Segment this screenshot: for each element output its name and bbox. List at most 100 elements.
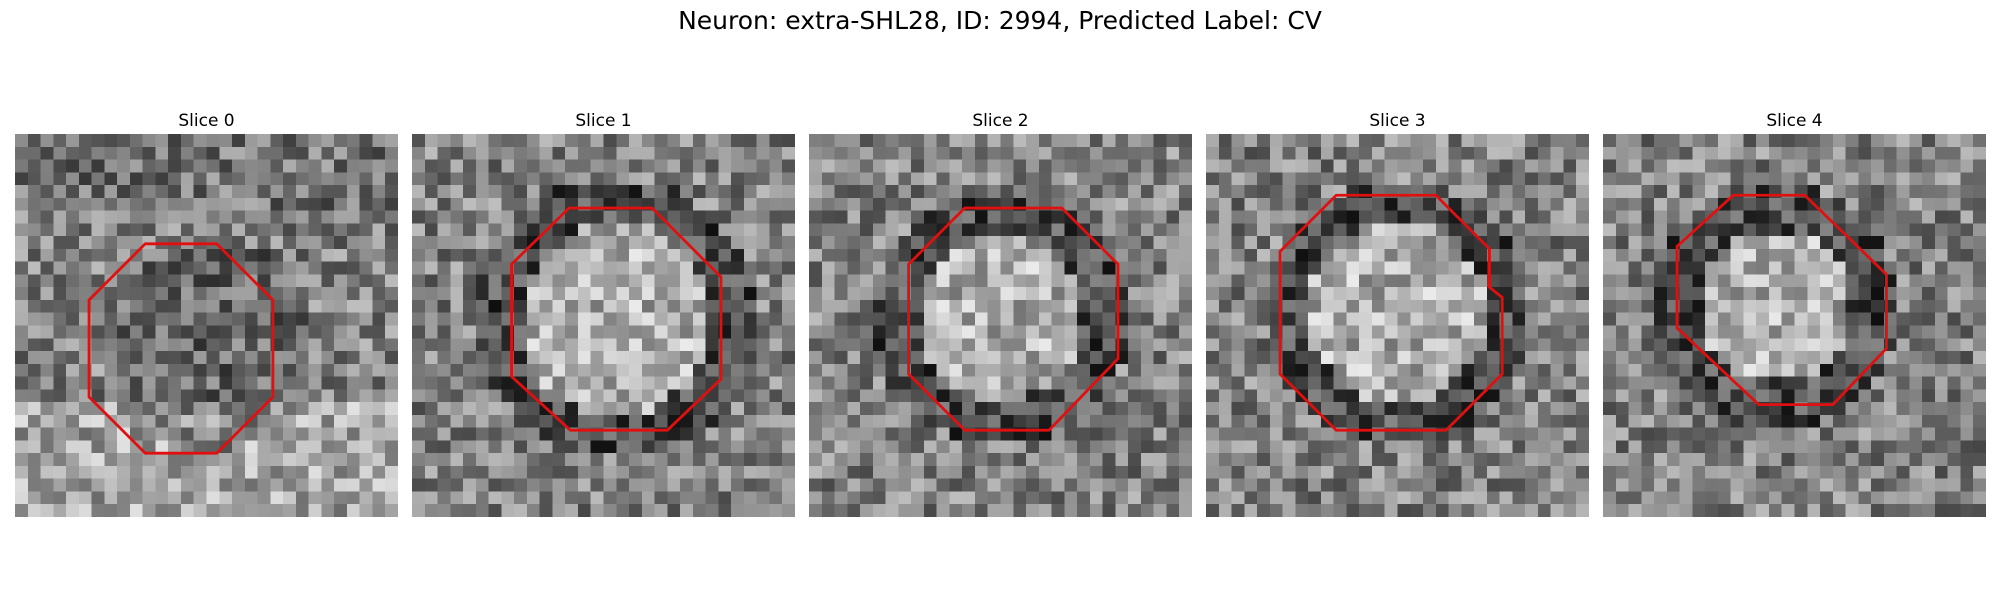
pixel-cell <box>743 159 757 173</box>
pixel-cell <box>475 299 489 313</box>
pixel-cell <box>1550 261 1564 275</box>
pixel-cell <box>66 312 80 326</box>
pixel-cell <box>1641 210 1655 224</box>
pixel-cell <box>1333 465 1347 479</box>
pixel-cell <box>603 236 617 250</box>
pixel-cell <box>1128 325 1142 339</box>
pixel-cell <box>1807 312 1821 326</box>
pixel-cell <box>295 172 309 186</box>
pixel-cell <box>1384 172 1398 186</box>
pixel-cell <box>1730 287 1744 301</box>
pixel-cell <box>872 402 886 416</box>
pixel-cell <box>731 274 745 288</box>
pixel-cell <box>1359 159 1373 173</box>
pixel-cell <box>1026 146 1040 160</box>
pixel-cell <box>1461 338 1475 352</box>
pixel-cell <box>372 223 386 237</box>
pixel-cell <box>1794 351 1808 365</box>
pixel-cell <box>168 491 182 505</box>
pixel-cell <box>539 414 553 428</box>
pixel-cell <box>1038 351 1052 365</box>
pixel-cell <box>168 146 182 160</box>
pixel-cell <box>834 312 848 326</box>
pixel-cell <box>346 197 360 211</box>
pixel-cell <box>1563 236 1577 250</box>
pixel-cell <box>1845 223 1859 237</box>
pixel-cell <box>1410 146 1424 160</box>
pixel-cell <box>1845 465 1859 479</box>
pixel-cell <box>1576 478 1589 492</box>
pixel-cell <box>847 478 861 492</box>
pixel-cell <box>1371 146 1385 160</box>
pixel-cell <box>1909 172 1923 186</box>
pixel-cell <box>603 261 617 275</box>
pixel-cell <box>308 402 322 416</box>
pixel-cell <box>450 363 464 377</box>
pixel-cell <box>346 312 360 326</box>
pixel-cell <box>257 223 271 237</box>
pixel-cell <box>1102 414 1116 428</box>
pixel-cell <box>577 376 591 390</box>
pixel-cell <box>295 440 309 454</box>
pixel-cell <box>1909 274 1923 288</box>
pixel-cell <box>450 274 464 288</box>
pixel-cell <box>769 389 783 403</box>
pixel-cell <box>1308 261 1322 275</box>
pixel-cell <box>1717 299 1731 313</box>
pixel-cell <box>372 478 386 492</box>
pixel-cell <box>1089 504 1103 517</box>
pixel-cell <box>1820 223 1834 237</box>
pixel-cell <box>1730 440 1744 454</box>
pixel-cell <box>718 159 732 173</box>
pixel-cell <box>219 504 233 517</box>
pixel-cell <box>437 223 451 237</box>
pixel-cell <box>1486 351 1500 365</box>
pixel-cell <box>834 427 848 441</box>
pixel-cell <box>308 478 322 492</box>
pixel-cell <box>987 248 1001 262</box>
pixel-cell <box>1064 299 1078 313</box>
pixel-cell <box>769 248 783 262</box>
pixel-cell <box>488 185 502 199</box>
pixel-cell <box>1550 159 1564 173</box>
pixel-cell <box>412 312 426 326</box>
pixel-cell <box>1231 440 1245 454</box>
pixel-cell <box>1359 376 1373 390</box>
pixel-cell <box>1320 261 1334 275</box>
pixel-cell <box>27 312 41 326</box>
pixel-cell <box>1960 185 1974 199</box>
pixel-cell <box>283 172 297 186</box>
pixel-cell <box>705 389 719 403</box>
pixel-cell <box>424 172 438 186</box>
pixel-cell <box>743 236 757 250</box>
pixel-cell <box>1550 376 1564 390</box>
pixel-cell <box>1756 389 1770 403</box>
pixel-cell <box>385 338 398 352</box>
pixel-cell <box>129 197 143 211</box>
pixel-cell <box>667 197 681 211</box>
pixel-cell <box>1845 261 1859 275</box>
pixel-cell <box>1371 287 1385 301</box>
pixel-cell <box>782 363 795 377</box>
pixel-cell <box>1499 274 1513 288</box>
pixel-cell <box>1820 325 1834 339</box>
pixel-cell <box>1871 465 1885 479</box>
pixel-cell <box>629 274 643 288</box>
pixel-cell <box>1000 504 1014 517</box>
pixel-cell <box>1794 414 1808 428</box>
pixel-cell <box>1973 351 1986 365</box>
pixel-cell <box>1807 363 1821 377</box>
pixel-cell <box>1858 185 1872 199</box>
pixel-cell <box>1934 197 1948 211</box>
pixel-cell <box>1705 261 1719 275</box>
pixel-cell <box>1231 134 1245 148</box>
pixel-cell <box>936 376 950 390</box>
pixel-cell <box>1269 185 1283 199</box>
pixel-cell <box>1730 414 1744 428</box>
pixel-cell <box>1346 465 1360 479</box>
pixel-cell <box>936 338 950 352</box>
pixel-cell <box>1820 376 1834 390</box>
pixel-cell <box>1871 389 1885 403</box>
pixel-cell <box>1603 210 1617 224</box>
pixel-cell <box>847 351 861 365</box>
